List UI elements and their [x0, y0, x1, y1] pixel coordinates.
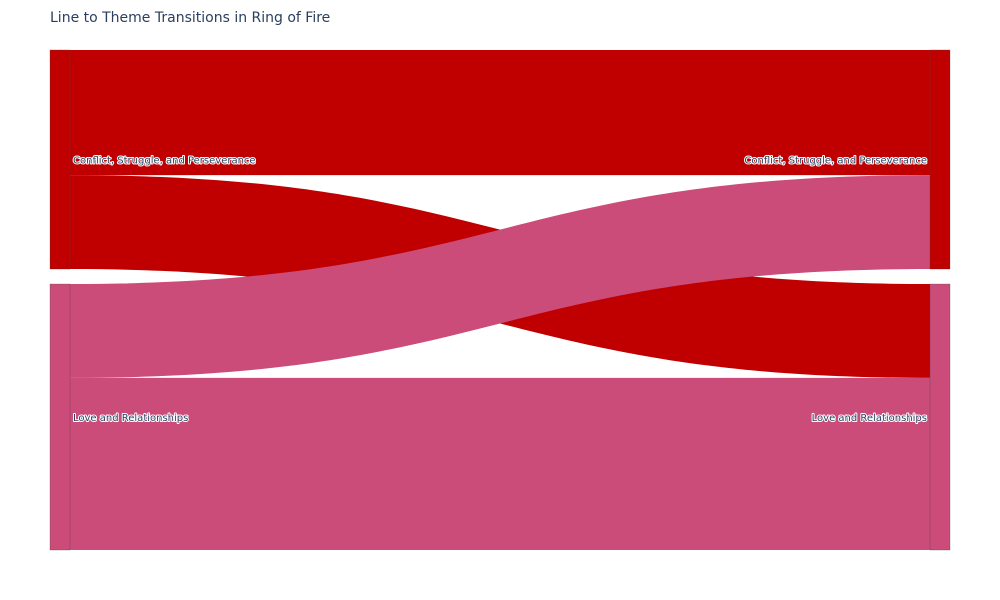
sankey-link-src-love-to-tgt-love [70, 377, 930, 550]
sankey-node-label-src-conflict: Conflict, Struggle, and Perseverance [73, 156, 256, 167]
sankey-link-src-conflict-to-tgt-conflict [70, 50, 930, 176]
sankey-link-src-love-to-tgt-conflict [70, 175, 930, 378]
nodes-layer [49, 49, 951, 551]
sankey-node-src-conflict [49, 49, 71, 270]
chart-title: Line to Theme Transitions in Ring of Fir… [50, 10, 331, 26]
links-layer [70, 50, 930, 550]
sankey-node-label-tgt-love: Love and Relationships [812, 413, 927, 424]
sankey-node-label-src-love: Love and Relationships [73, 413, 188, 424]
labels-layer: Conflict, Struggle, and Perseverance Love… [72, 155, 928, 426]
sankey-node-label-tgt-conflict: Conflict, Struggle, and Perseverance [744, 156, 927, 167]
sankey-node-tgt-love [929, 283, 951, 551]
sankey-node-tgt-conflict [929, 49, 951, 270]
sankey-node-src-love [49, 283, 71, 551]
